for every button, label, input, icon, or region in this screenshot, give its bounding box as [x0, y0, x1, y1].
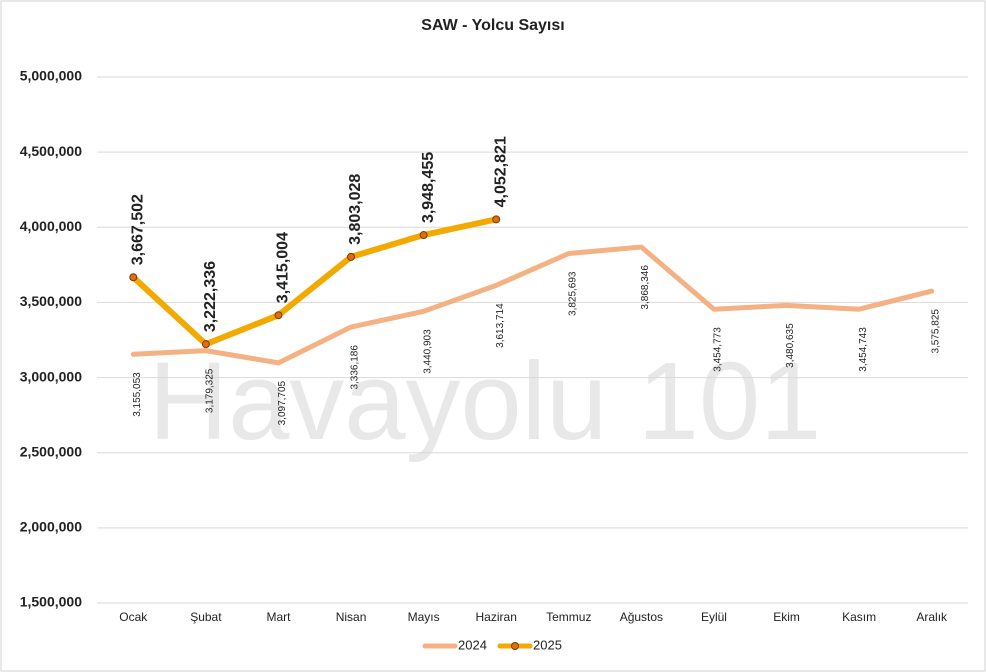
chart-title: SAW - Yolcu Sayısı: [421, 17, 564, 34]
data-label: 4,052,821: [492, 136, 509, 207]
y-tick-label: 4,000,000: [20, 218, 82, 234]
y-tick-label: 3,000,000: [20, 368, 82, 384]
x-tick-label: Mayıs: [408, 610, 440, 624]
x-tick-label: Haziran: [476, 610, 517, 624]
y-tick-label: 1,500,000: [20, 594, 82, 610]
data-label: 3,948,455: [420, 152, 437, 223]
data-label: 3,440,903: [422, 329, 433, 374]
legend-label: 2024: [458, 637, 487, 652]
data-label: 3,868,346: [640, 265, 651, 310]
data-label: 3,179,325: [205, 368, 216, 413]
marker: [274, 311, 283, 320]
x-tick-label: Ocak: [119, 610, 148, 624]
data-label: 3,097,705: [277, 380, 288, 425]
x-tick-label: Eylül: [701, 610, 727, 624]
data-label: 3,667,502: [130, 194, 147, 265]
data-label: 3,454,743: [858, 327, 869, 372]
marker: [129, 273, 138, 282]
marker: [347, 252, 356, 261]
y-tick-label: 3,500,000: [20, 293, 82, 309]
data-label: 3,415,004: [275, 232, 292, 303]
x-tick-label: Ekim: [773, 610, 800, 624]
marker: [419, 231, 428, 240]
data-label: 3,336,186: [350, 345, 361, 390]
data-label: 3,803,028: [347, 174, 364, 245]
data-label: 3,454,773: [713, 327, 724, 372]
x-tick-label: Aralık: [916, 610, 948, 624]
data-label: 3,575,825: [930, 309, 941, 354]
x-tick-label: Nisan: [336, 610, 367, 624]
legend-marker: [511, 642, 519, 650]
data-label: 3,480,635: [785, 323, 796, 368]
data-label: 3,825,693: [567, 271, 578, 316]
legend-label: 2025: [533, 637, 562, 652]
y-tick-label: 5,000,000: [20, 68, 82, 84]
x-tick-label: Temmuz: [546, 610, 591, 624]
marker: [492, 215, 501, 224]
x-tick-label: Mart: [266, 610, 291, 624]
data-label: 3,613,714: [495, 303, 506, 348]
x-tick-label: Ağustos: [620, 610, 663, 624]
series-line: [130, 244, 935, 366]
x-tick-label: Kasım: [842, 610, 876, 624]
data-label: 3,155,053: [132, 372, 143, 417]
marker: [201, 340, 210, 349]
data-label: 3,222,336: [202, 261, 219, 332]
x-tick-label: Şubat: [190, 610, 222, 624]
y-tick-label: 2,000,000: [20, 519, 82, 535]
series-line: [130, 216, 500, 348]
y-tick-label: 4,500,000: [20, 143, 82, 159]
y-tick-label: 2,500,000: [20, 443, 82, 459]
